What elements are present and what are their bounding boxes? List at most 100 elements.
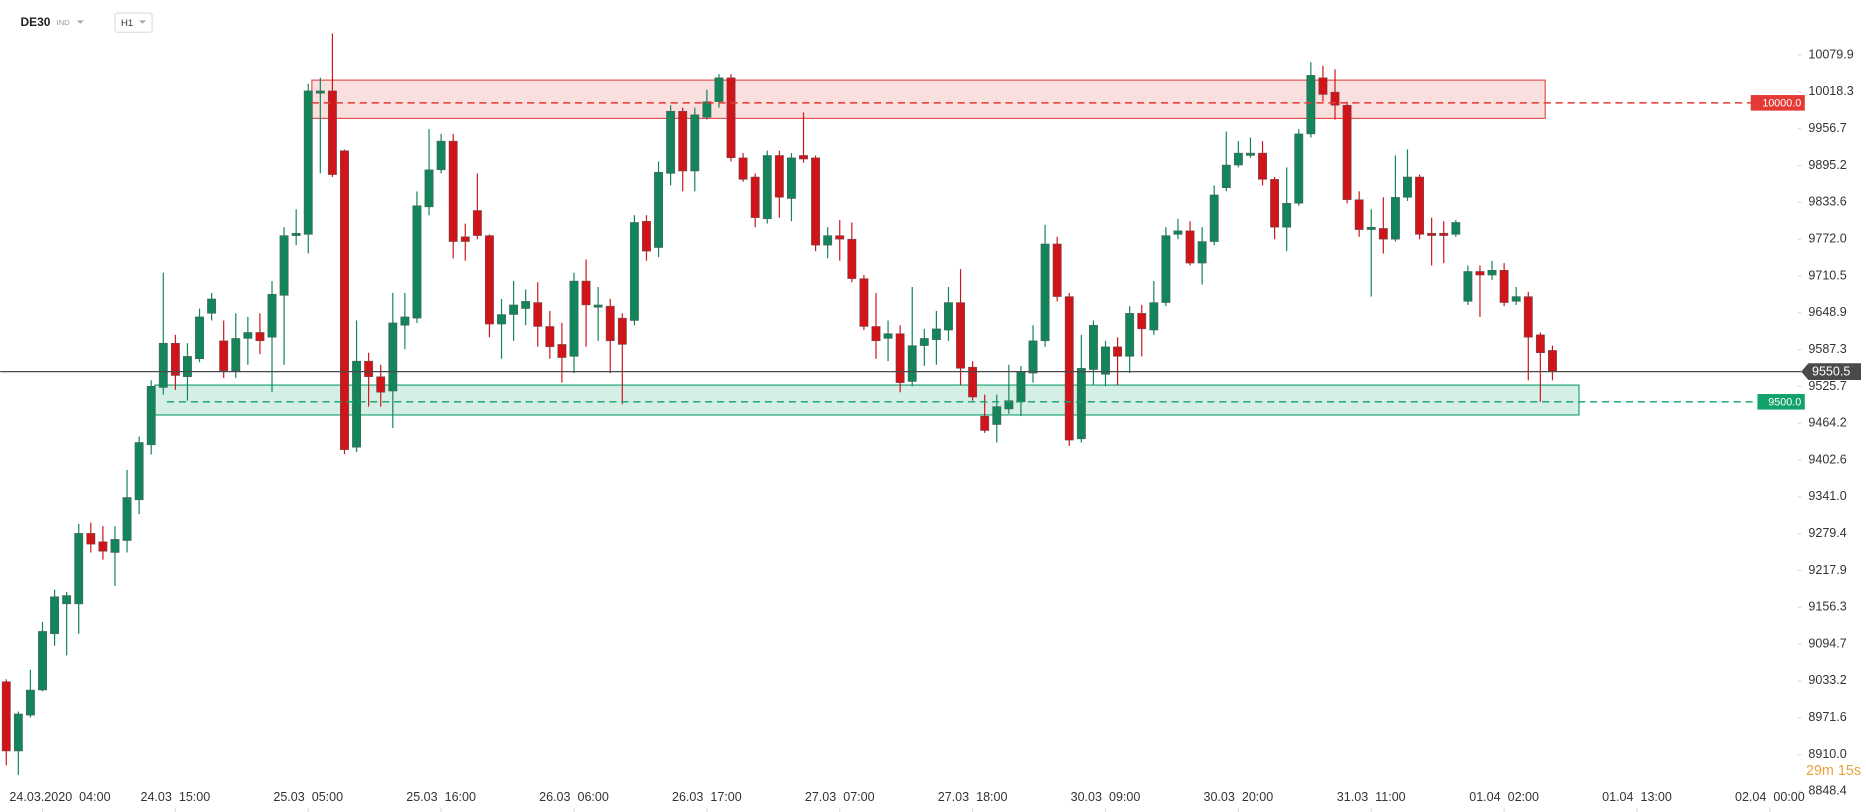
countdown: 29m 15s [1806, 763, 1861, 779]
y-tick-label: 8910.0 [1808, 747, 1846, 761]
y-tick-label: 9956.7 [1808, 121, 1846, 135]
x-tick-label: 24.03.2020 04:00 [9, 790, 110, 804]
candle-body [134, 442, 144, 501]
y-tick-label: 9833.6 [1808, 195, 1846, 209]
candle-body [255, 332, 265, 342]
candle-body [605, 305, 615, 342]
candle-body [581, 280, 591, 306]
y-tick-label: 9587.3 [1808, 342, 1846, 356]
candle-body [400, 316, 410, 326]
candle-body [38, 631, 47, 691]
y-tick-label: 9094.7 [1808, 636, 1846, 650]
candle-body [835, 235, 845, 240]
candle-body [992, 406, 1002, 425]
candle-body [1366, 226, 1376, 230]
candle-body [340, 150, 349, 450]
candle-body [678, 110, 688, 172]
candle-body [1137, 313, 1147, 330]
candle-body [1463, 271, 1473, 302]
candle-body [1499, 270, 1509, 303]
dropdown-icon[interactable] [76, 20, 84, 24]
candle-body [448, 140, 458, 242]
candle-body [980, 415, 990, 431]
candle-body [170, 342, 180, 376]
candle-body [1246, 152, 1255, 156]
symbol[interactable]: DE30 [21, 15, 51, 29]
candle-body [557, 344, 567, 358]
interval[interactable]: H1 [121, 18, 133, 29]
candle-body [666, 110, 676, 174]
toolbar: DE30 IND H1 [21, 12, 153, 33]
candle-body [823, 235, 833, 246]
candle-body [352, 360, 361, 448]
x-tick-label: 30.03 20:00 [1203, 790, 1273, 804]
x-tick-label: 25.03 05:00 [273, 790, 343, 804]
y-tick-label: 9464.2 [1808, 416, 1846, 430]
x-tick-label: 27.03 07:00 [805, 790, 875, 804]
candle-body [654, 171, 663, 248]
candle-body [1318, 77, 1328, 95]
y-tick-label: 9279.4 [1808, 526, 1846, 540]
candle-body [1403, 176, 1412, 198]
candle-body [1064, 296, 1074, 441]
zone [311, 79, 1546, 119]
candle-body [50, 596, 59, 635]
candle-body [1427, 232, 1437, 236]
y-tick-label: 9033.2 [1808, 673, 1846, 687]
candle-body [545, 326, 555, 348]
candle-body [1028, 340, 1038, 374]
candle-body [859, 278, 869, 327]
candle-body [521, 301, 531, 309]
x-tick-label: 26.03 17:00 [672, 790, 742, 804]
candle-body [303, 90, 313, 235]
candle-body [811, 157, 821, 246]
candle-body [195, 316, 204, 360]
candle-body [569, 280, 579, 357]
y-tick-label: 8971.6 [1808, 710, 1846, 724]
candle-body [1088, 325, 1098, 370]
candle-body [774, 155, 784, 198]
candle-body [74, 533, 84, 605]
candle-body [1040, 243, 1050, 342]
candle-body [315, 90, 325, 94]
y-tick-label: 9895.2 [1808, 158, 1846, 172]
candle-body [1209, 194, 1219, 242]
candle-body [956, 302, 965, 369]
candle-body [1233, 152, 1243, 166]
x-tick-label: 25.03 16:00 [406, 790, 476, 804]
candle-body [1258, 152, 1267, 180]
candle-body [907, 345, 917, 382]
candle-body [1221, 164, 1231, 188]
candle-body [1161, 235, 1171, 303]
candle-body [231, 338, 241, 371]
candle-body [1378, 228, 1388, 240]
candle-body [267, 293, 277, 338]
candle-body [1535, 334, 1545, 354]
candle-body [1197, 241, 1207, 264]
x-tick-label: 31.03 11:00 [1337, 790, 1406, 804]
candle-body [1451, 222, 1461, 235]
candle-body [1052, 243, 1062, 297]
candle-body [158, 342, 168, 388]
interval-button[interactable] [114, 12, 153, 33]
y-tick-label: 8848.4 [1808, 784, 1846, 798]
candle-body [968, 366, 978, 398]
candle-body [412, 205, 422, 319]
candle-body [944, 302, 953, 331]
candle-body [931, 328, 941, 340]
candle-body [146, 386, 156, 446]
x-tick-label: 30.03 09:00 [1071, 790, 1141, 804]
candle-body [1076, 368, 1086, 440]
dropdown-icon[interactable] [138, 20, 147, 24]
axes: 10079.9 10018.3 9956.7 9895.2 9833.6 9772.0 97… [9, 47, 1854, 812]
candle-body [1511, 296, 1521, 302]
candle-body [110, 539, 120, 553]
x-tick-label: 26.03 06:00 [539, 790, 609, 804]
candles [1, 33, 1557, 775]
candle-body [1390, 197, 1400, 240]
candle-body [1415, 176, 1424, 235]
candle-body [1185, 230, 1195, 264]
candle-body [1354, 199, 1364, 230]
